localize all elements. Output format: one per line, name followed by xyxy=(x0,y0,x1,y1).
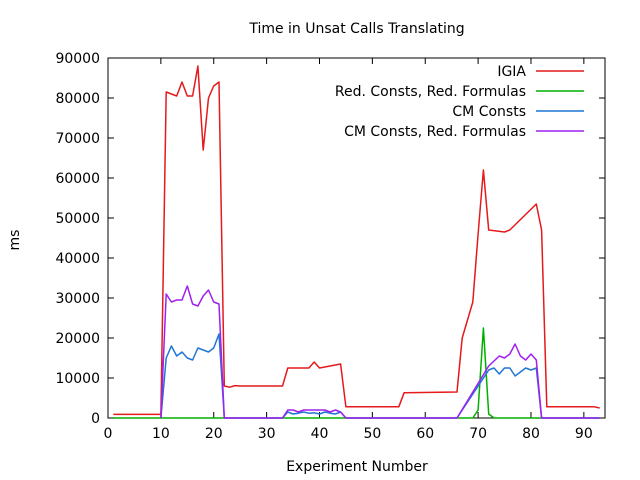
series-line-4 xyxy=(160,285,600,419)
legend: IGIA Red. Consts, Red. Formulas CM Consts C… xyxy=(335,64,584,140)
y-tick-label: 20000 xyxy=(55,331,100,347)
series-layer xyxy=(113,65,600,419)
y-tick-label: 40000 xyxy=(55,251,100,267)
y-tick-label: 90000 xyxy=(55,51,100,67)
x-tick-label: 50 xyxy=(363,426,381,442)
plot-frame xyxy=(107,57,606,419)
x-tick-label: 30 xyxy=(258,426,276,442)
x-tick-label: 40 xyxy=(311,426,329,442)
y-tick-label: 70000 xyxy=(55,131,100,147)
chart-title: Time in Unsat Calls Translating xyxy=(248,21,464,37)
legend-label: IGIA xyxy=(497,64,526,80)
y-tick-label: 50000 xyxy=(55,211,100,227)
legend-label: Red. Consts, Red. Formulas xyxy=(335,84,526,100)
legend-label: CM Consts, Red. Formulas xyxy=(344,124,526,140)
y-tick-label: 60000 xyxy=(55,171,100,187)
x-tick-label: 70 xyxy=(469,426,487,442)
x-tick-label: 90 xyxy=(575,426,593,442)
x-tick-label: 0 xyxy=(104,426,113,442)
x-tick-label: 60 xyxy=(416,426,434,442)
series-line-1 xyxy=(113,65,600,416)
x-tick-label: 80 xyxy=(522,426,540,442)
y-tick-label: 0 xyxy=(91,411,100,427)
y-axis-ticks: 0 10000 20000 30000 40000 50000 60000 70000 8000… xyxy=(55,51,605,427)
x-tick-label: 20 xyxy=(205,426,223,442)
y-tick-label: 30000 xyxy=(55,291,100,307)
y-tick-label: 80000 xyxy=(55,91,100,107)
x-axis-ticks: 0 10 20 30 40 50 60 70 80 90 xyxy=(104,58,593,442)
x-tick-label: 10 xyxy=(152,426,170,442)
y-axis-title: ms xyxy=(7,230,23,251)
y-tick-label: 10000 xyxy=(55,371,100,387)
legend-label: CM Consts xyxy=(452,104,526,120)
x-axis-title: Experiment Number xyxy=(286,459,428,475)
series-line-3 xyxy=(160,333,600,419)
series-line-2 xyxy=(113,327,600,419)
